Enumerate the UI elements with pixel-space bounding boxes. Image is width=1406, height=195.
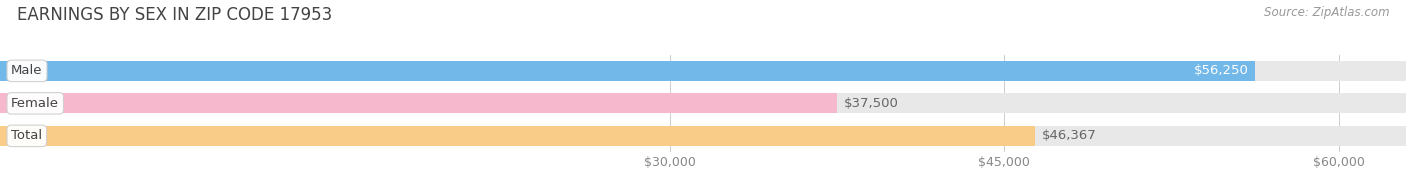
Text: Total: Total — [11, 129, 42, 142]
Bar — [0, 93, 837, 113]
Bar — [0, 126, 1035, 146]
Text: $56,250: $56,250 — [1194, 64, 1249, 77]
Text: Male: Male — [11, 64, 42, 77]
Bar — [0, 61, 1406, 81]
Text: $46,367: $46,367 — [1042, 129, 1097, 142]
Text: EARNINGS BY SEX IN ZIP CODE 17953: EARNINGS BY SEX IN ZIP CODE 17953 — [17, 6, 332, 24]
Text: Female: Female — [11, 97, 59, 110]
Text: $37,500: $37,500 — [844, 97, 898, 110]
Text: Source: ZipAtlas.com: Source: ZipAtlas.com — [1264, 6, 1389, 19]
Bar — [0, 61, 1256, 81]
Bar — [0, 93, 1406, 113]
Bar — [0, 126, 1406, 146]
